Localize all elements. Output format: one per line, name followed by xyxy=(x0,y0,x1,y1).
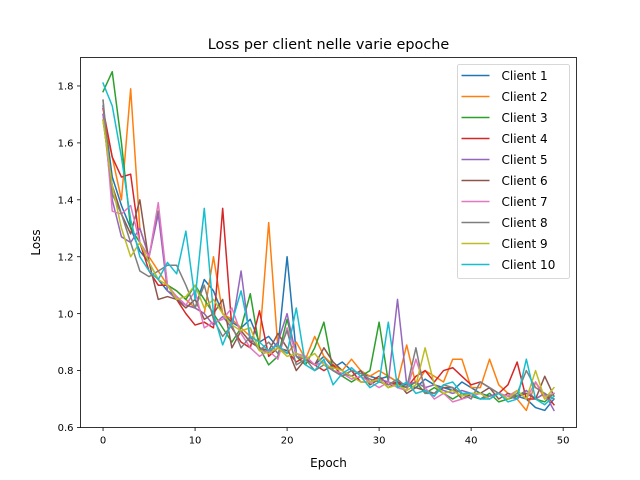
plot-frame xyxy=(80,57,577,428)
x-tick-label: 30 xyxy=(373,436,386,447)
x-tick-label: 20 xyxy=(281,436,294,447)
y-tick-label: 1.0 xyxy=(58,309,74,320)
x-tick-label: 0 xyxy=(100,436,106,447)
legend-label-client-7: Client 7 xyxy=(502,195,548,209)
legend-label-client-3: Client 3 xyxy=(502,111,548,125)
series-lines xyxy=(102,70,556,412)
legend-label-client-10: Client 10 xyxy=(502,258,556,272)
x-axis: 0 10 20 30 40 50 xyxy=(100,427,570,447)
legend-label-client-5: Client 5 xyxy=(502,153,548,167)
y-axis-label: Loss xyxy=(29,229,43,255)
legend: Client 1 Client 2 Client 3 Client 4 Client 5… xyxy=(457,64,570,279)
legend-label-client-4: Client 4 xyxy=(502,132,548,146)
x-tick-label: 50 xyxy=(557,436,570,447)
chart-title: Loss per client nelle varie epoche xyxy=(208,37,450,53)
x-axis-label: Epoch xyxy=(310,456,347,470)
y-tick-label: 0.6 xyxy=(58,423,74,434)
legend-label-client-8: Client 8 xyxy=(502,216,548,230)
y-tick-label: 0.8 xyxy=(58,366,74,377)
series-line-client-10 xyxy=(102,82,556,406)
x-tick-label: 10 xyxy=(189,436,202,447)
legend-label-client-6: Client 6 xyxy=(502,174,548,188)
series-line-client-9 xyxy=(102,119,556,400)
y-tick-label: 1.4 xyxy=(58,195,74,206)
legend-label-client-2: Client 2 xyxy=(502,90,548,104)
legend-label-client-1: Client 1 xyxy=(502,69,548,83)
legend-label-client-9: Client 9 xyxy=(502,237,548,251)
x-tick-label: 40 xyxy=(465,436,478,447)
y-tick-label: 1.2 xyxy=(58,252,74,263)
y-axis: 0.6 0.8 1.0 1.2 1.4 1.6 1.8 xyxy=(58,82,81,434)
y-tick-label: 1.6 xyxy=(58,138,74,149)
y-tick-label: 1.8 xyxy=(58,82,74,93)
